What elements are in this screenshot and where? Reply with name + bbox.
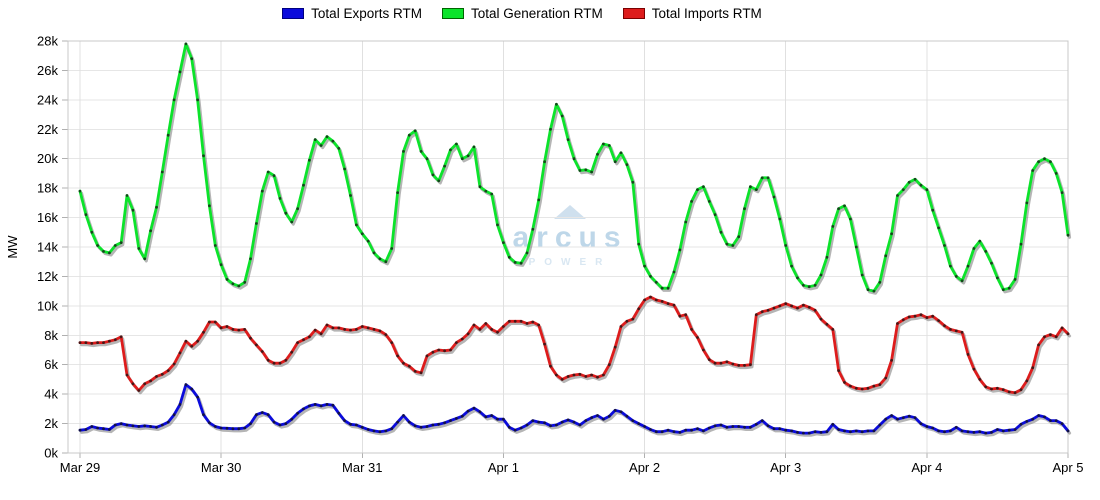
x-tick-label: Apr 1: [488, 460, 519, 475]
series-line-total-exports-rtm: [78, 383, 1070, 435]
legend-item-generation[interactable]: Total Generation RTM: [441, 6, 603, 21]
x-tick-label: Apr 3: [770, 460, 801, 475]
y-tick-label: 24k: [37, 92, 58, 107]
x-tick-label: Mar 29: [60, 460, 100, 475]
y-axis-title: MW: [5, 235, 20, 259]
legend-item-exports[interactable]: Total Exports RTM: [282, 6, 422, 21]
y-tick-label: 26k: [37, 63, 58, 78]
y-tick-label: 10k: [37, 298, 58, 313]
x-tick-label: Apr 5: [1052, 460, 1083, 475]
x-tick-label: Mar 31: [342, 460, 382, 475]
y-tick-label: 4k: [44, 387, 58, 402]
y-tick-label: 6k: [44, 357, 58, 372]
y-tick-label: 14k: [37, 240, 58, 255]
legend-label-generation: Total Generation RTM: [470, 6, 603, 21]
series-line-total-generation-rtm: [78, 42, 1070, 293]
y-tick-label: 2k: [44, 416, 58, 431]
legend-label-imports: Total Imports RTM: [651, 6, 762, 21]
x-tick-label: Apr 2: [629, 460, 660, 475]
x-tick-label: Apr 4: [911, 460, 942, 475]
y-tick-label: 22k: [37, 122, 58, 137]
chart-legend: Total Exports RTM Total Generation RTM T…: [0, 6, 1072, 21]
series-shadow: [80, 44, 1072, 295]
y-tick-label: 16k: [37, 210, 58, 225]
x-tick-label: Mar 30: [201, 460, 241, 475]
generation-color-swatch-icon: [441, 8, 464, 19]
y-tick-label: 20k: [37, 151, 58, 166]
exports-color-swatch-icon: [282, 8, 305, 19]
y-tick-label: 18k: [37, 181, 58, 196]
y-tick-label: 28k: [37, 34, 58, 49]
legend-item-imports[interactable]: Total Imports RTM: [622, 6, 762, 21]
y-tick-label: 12k: [37, 269, 58, 284]
imports-color-swatch-icon: [622, 8, 645, 19]
y-tick-label: 8k: [44, 328, 58, 343]
y-tick-label: 0k: [44, 446, 58, 461]
legend-label-exports: Total Exports RTM: [311, 6, 422, 21]
